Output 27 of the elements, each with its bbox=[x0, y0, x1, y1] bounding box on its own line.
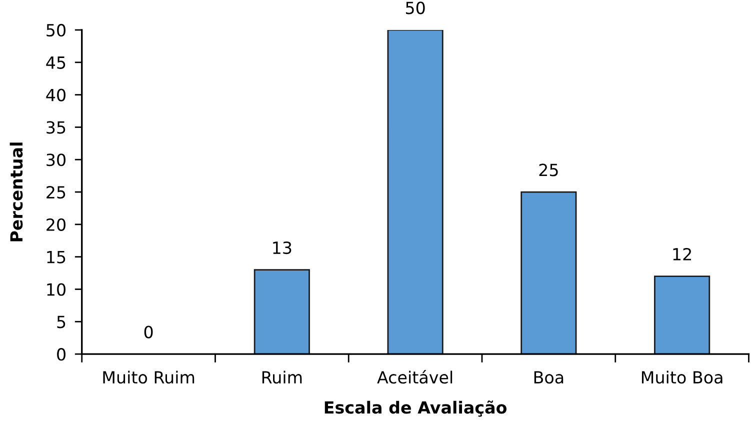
y-tick-label: 45 bbox=[46, 56, 66, 69]
x-tick-label: Boa bbox=[534, 371, 564, 384]
y-tick-label: 0 bbox=[57, 348, 66, 361]
y-axis-title: Percentual bbox=[10, 142, 23, 242]
data-label: 13 bbox=[273, 241, 292, 254]
y-tick-label: 30 bbox=[46, 154, 66, 166]
data-label: 12 bbox=[673, 248, 691, 260]
bar bbox=[387, 30, 444, 354]
y-tick-label: 10 bbox=[47, 283, 66, 296]
y-tick-label: 25 bbox=[46, 186, 66, 199]
y-tick-label: 35 bbox=[46, 121, 66, 134]
y-tick-label: 50 bbox=[46, 24, 66, 37]
data-label: 0 bbox=[144, 326, 153, 338]
bar bbox=[654, 276, 710, 354]
x-tick-label: Muito Boa bbox=[642, 370, 722, 384]
bar bbox=[520, 191, 577, 354]
data-label: 50 bbox=[406, 2, 425, 14]
x-tick-label: Aceitável bbox=[377, 370, 452, 384]
x-tick-label: Ruim bbox=[262, 370, 302, 384]
data-label: 25 bbox=[539, 164, 558, 176]
y-tick-label: 40 bbox=[46, 88, 66, 102]
y-tick-label: 5 bbox=[57, 316, 66, 328]
x-tick-label: Muito Ruim bbox=[103, 370, 194, 384]
bar bbox=[254, 269, 310, 354]
y-tick-label: 20 bbox=[46, 218, 66, 231]
y-tick-label: 15 bbox=[47, 251, 66, 264]
x-axis-title: Escala de Avaliação bbox=[324, 400, 507, 417]
